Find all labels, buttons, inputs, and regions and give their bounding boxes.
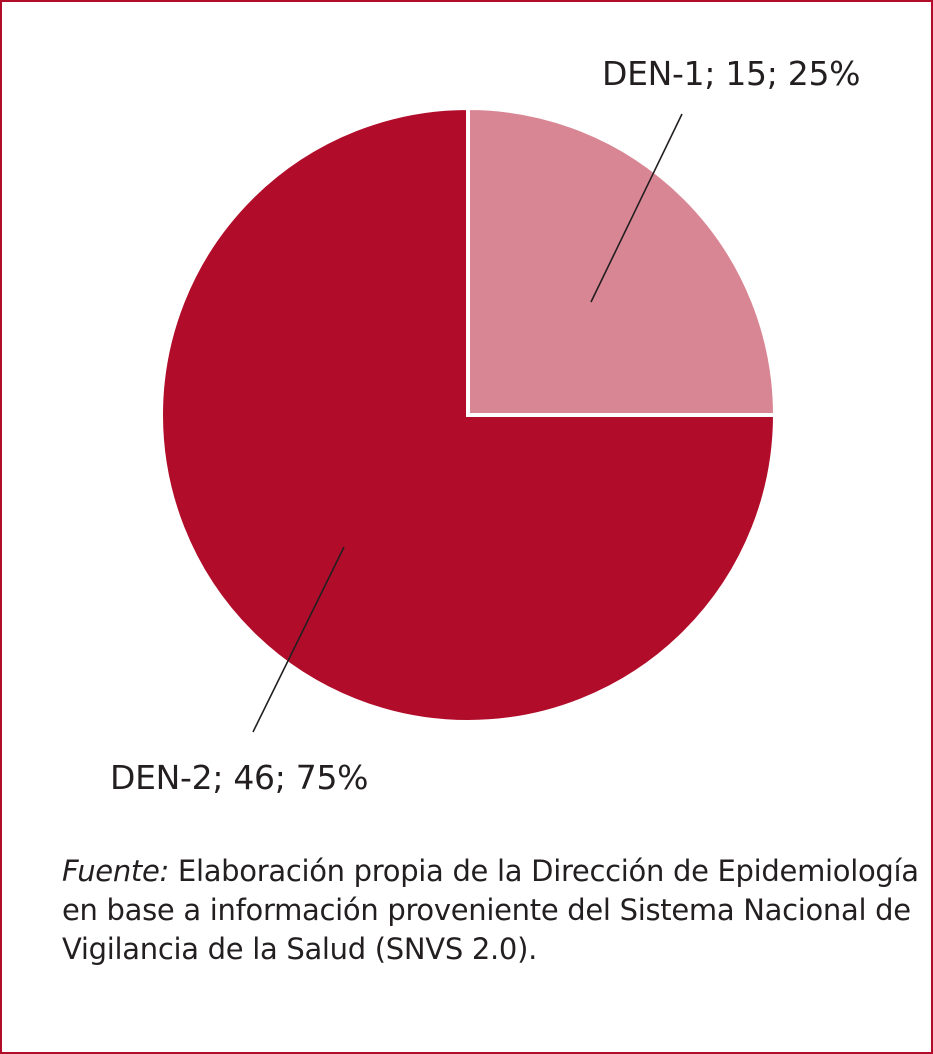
leader-line-den-2	[252, 546, 345, 733]
data-label-den-1: DEN-1; 15; 25%	[602, 54, 861, 93]
pie-slice-den-2	[159, 105, 778, 724]
source-text: Elaboración propia de la Dirección de Ep…	[62, 854, 919, 966]
source-prefix: Fuente:	[62, 854, 169, 888]
leader-line-den-1	[590, 113, 683, 303]
data-label-den-2: DEN-2; 46; 75%	[110, 758, 369, 797]
pie-slice-den-1	[466, 105, 778, 417]
source-note: Fuente: Elaboración propia de la Direcci…	[62, 852, 922, 969]
